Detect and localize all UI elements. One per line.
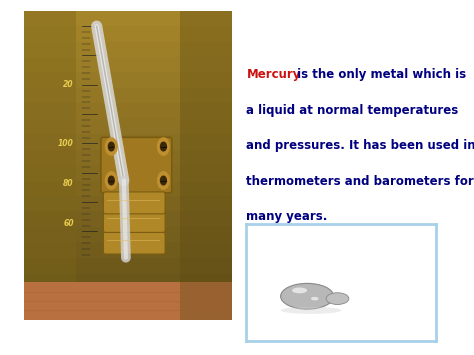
Text: Uses of Transition Metals - Mercury (Hg): Uses of Transition Metals - Mercury (Hg)	[7, 14, 467, 33]
Bar	[24, 289, 232, 304]
Ellipse shape	[292, 288, 307, 293]
Circle shape	[109, 176, 114, 185]
Bar	[24, 150, 232, 165]
Bar	[24, 11, 76, 320]
Circle shape	[105, 138, 117, 155]
Text: 60: 60	[63, 219, 74, 228]
Bar	[24, 258, 232, 273]
Bar	[24, 11, 232, 26]
Text: is the only metal which is: is the only metal which is	[293, 69, 466, 81]
Circle shape	[161, 142, 166, 151]
Bar	[24, 88, 232, 103]
Bar	[24, 26, 232, 42]
Circle shape	[109, 142, 114, 151]
Bar	[24, 242, 232, 258]
Bar	[24, 196, 232, 211]
Ellipse shape	[326, 293, 349, 305]
Text: thermometers and barometers for: thermometers and barometers for	[246, 175, 474, 188]
Bar	[24, 165, 232, 180]
Text: 20: 20	[63, 80, 74, 89]
Bar	[24, 211, 232, 227]
FancyBboxPatch shape	[103, 232, 165, 254]
Text: 80: 80	[63, 179, 74, 188]
Bar	[24, 72, 232, 88]
Circle shape	[161, 176, 166, 185]
Ellipse shape	[311, 297, 319, 300]
Bar	[24, 103, 232, 119]
Text: and pressures. It has been used in: and pressures. It has been used in	[246, 139, 474, 152]
Circle shape	[157, 172, 169, 189]
Ellipse shape	[281, 307, 341, 314]
Bar	[24, 273, 232, 289]
Text: 100: 100	[58, 139, 74, 148]
Bar	[24, 119, 232, 134]
Text: a liquid at normal temperatures: a liquid at normal temperatures	[246, 104, 459, 117]
Bar	[24, 180, 232, 196]
FancyBboxPatch shape	[101, 137, 172, 193]
Ellipse shape	[281, 283, 334, 309]
Bar	[24, 304, 232, 320]
Circle shape	[157, 138, 169, 155]
Bar	[24, 57, 232, 72]
Bar	[180, 11, 232, 320]
Bar	[24, 283, 232, 320]
Circle shape	[105, 172, 117, 189]
Bar	[24, 42, 232, 57]
FancyBboxPatch shape	[103, 192, 165, 214]
Text: Mercury: Mercury	[246, 69, 301, 81]
Text: many years.: many years.	[246, 210, 328, 223]
Bar	[24, 134, 232, 150]
Bar	[24, 227, 232, 242]
FancyBboxPatch shape	[103, 211, 165, 233]
